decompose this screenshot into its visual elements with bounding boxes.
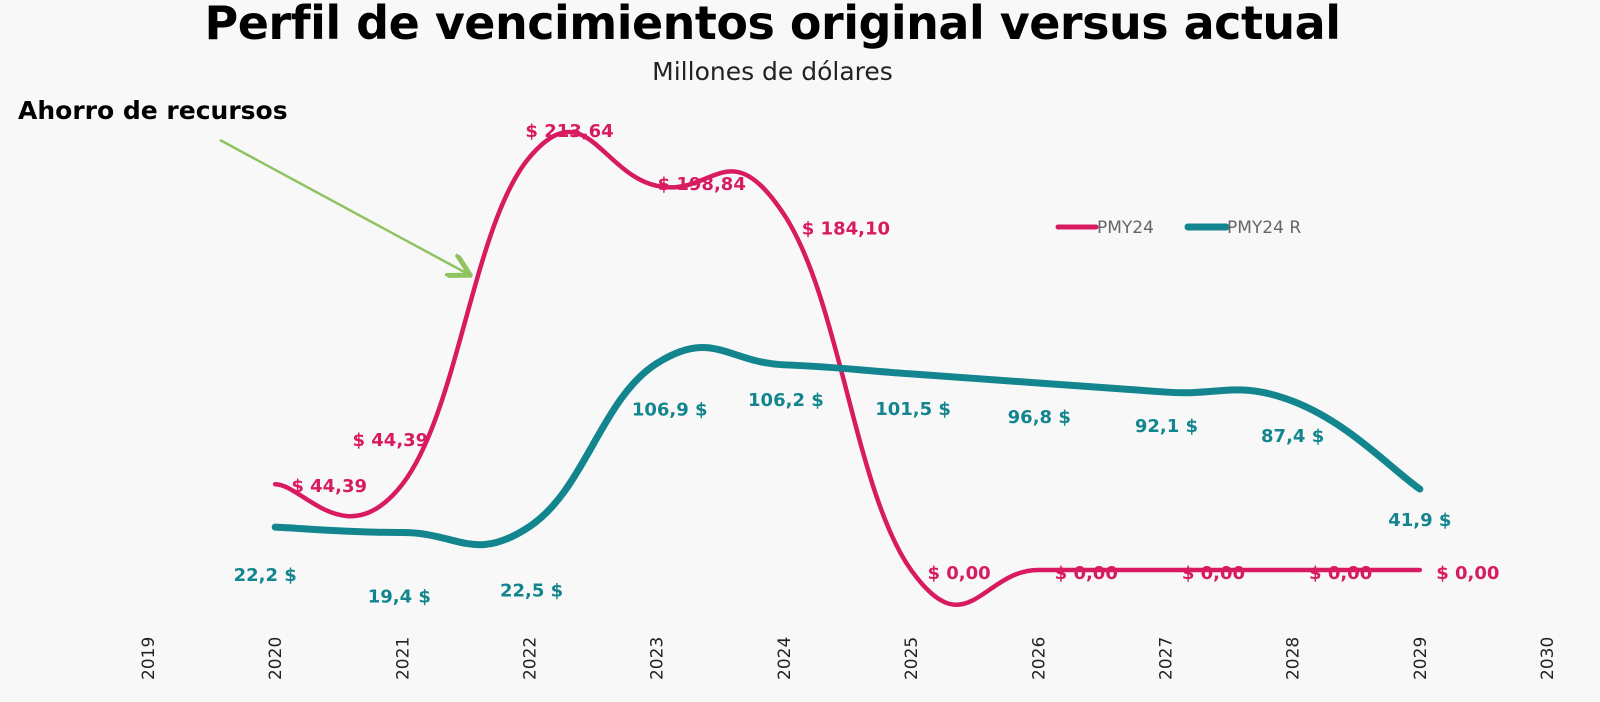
x-tick-label: 2023: [648, 637, 668, 680]
data-label: 87,4 $: [1261, 426, 1324, 447]
x-tick-label: 2019: [139, 637, 159, 680]
data-label: $ 44,39: [291, 476, 367, 497]
series-line-pmy24-r: [271, 344, 1424, 549]
x-tick-label: 2020: [266, 637, 286, 680]
x-tick-label: 2029: [1411, 637, 1431, 680]
data-label: $ 0,00: [1055, 563, 1118, 584]
x-tick-label: 2024: [775, 637, 795, 680]
annotation-text: Ahorro de recursos: [18, 96, 288, 125]
series-line-pmy24: [272, 129, 1423, 607]
data-label: $ 44,39: [352, 430, 428, 451]
x-tick-label: 2026: [1029, 637, 1049, 680]
data-label: 92,1 $: [1135, 416, 1198, 437]
data-label: $ 0,00: [1309, 563, 1372, 584]
data-label: 101,5 $: [875, 399, 951, 420]
legend-label: PMY24 R: [1227, 218, 1301, 238]
data-label: 19,4 $: [368, 587, 431, 608]
annotation-arrow: [219, 138, 468, 274]
data-label: $ 0,00: [1182, 563, 1245, 584]
data-label: $ 0,00: [927, 563, 990, 584]
data-label: 106,2 $: [748, 390, 824, 411]
x-tick-label: 2028: [1284, 637, 1304, 680]
x-tick-label: 2027: [1156, 637, 1176, 680]
data-label: $ 0,00: [1436, 563, 1499, 584]
chart-title: Perfil de vencimientos original versus a…: [204, 0, 1341, 50]
data-label: 22,5 $: [500, 581, 563, 602]
data-label: $ 213,64: [525, 121, 613, 142]
x-tick-label: 2030: [1538, 637, 1558, 680]
data-label: 96,8 $: [1008, 407, 1071, 428]
x-tick-label: 2021: [393, 637, 413, 680]
x-tick-label: 2022: [521, 637, 541, 680]
data-label: 106,9 $: [632, 399, 708, 420]
x-tick-label: 2025: [902, 637, 922, 680]
data-label: 22,2 $: [234, 565, 297, 586]
data-label: $ 198,84: [658, 174, 746, 195]
legend-label: PMY24: [1097, 218, 1154, 238]
chart-subtitle: Millones de dólares: [652, 57, 893, 86]
data-label: 41,9 $: [1388, 510, 1451, 531]
data-label: $ 184,10: [802, 218, 890, 239]
